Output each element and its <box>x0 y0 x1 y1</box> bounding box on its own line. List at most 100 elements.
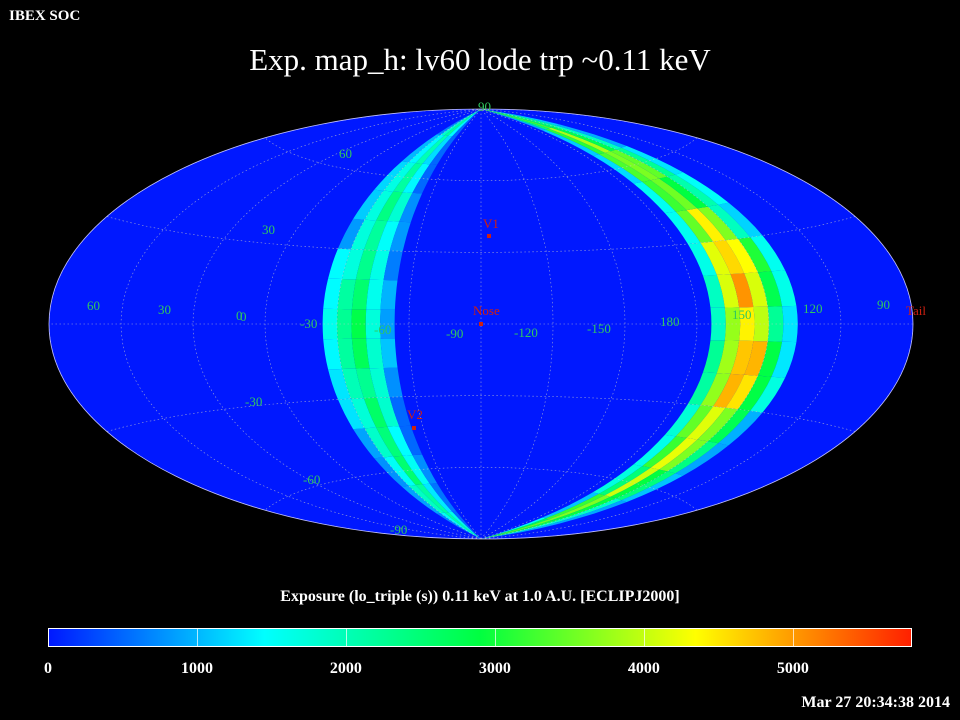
exposure-cell <box>376 426 403 457</box>
longitude-label: -120 <box>514 325 538 340</box>
exposure-cell <box>338 398 365 430</box>
exposure-cell <box>481 517 546 539</box>
longitude-label: 90 <box>877 297 890 312</box>
exposure-cell <box>328 248 351 279</box>
meridian-line <box>192 109 482 539</box>
exposure-cell <box>440 512 481 539</box>
exposure-cell <box>481 109 546 131</box>
exposure-cell <box>341 249 364 280</box>
exposure-cell <box>556 124 627 148</box>
exposure-cell <box>383 367 403 398</box>
exposure-cell <box>642 436 687 468</box>
colorbar-ticks <box>48 628 912 647</box>
exposure-cell <box>664 211 701 244</box>
exposure-cell <box>771 270 797 307</box>
meridian-line <box>480 109 626 539</box>
exposure-cell <box>753 306 769 342</box>
exposure-cell <box>659 176 708 209</box>
exposure-cell <box>355 368 377 399</box>
parallel-line <box>106 216 856 253</box>
exposure-cell <box>369 250 390 280</box>
exposure-cell <box>744 272 768 307</box>
exposure-cell <box>548 127 611 153</box>
exposure-cell <box>389 221 411 252</box>
exposure-cell <box>604 467 660 497</box>
exposure-cell <box>738 375 772 411</box>
exposure-cell <box>350 219 377 250</box>
exposure-cell <box>481 519 552 539</box>
exposure-cell <box>376 191 403 222</box>
exposure-cell <box>542 129 599 156</box>
exposure-cell <box>429 483 457 512</box>
exposure-cell <box>337 279 356 310</box>
exposure-cell <box>725 374 758 410</box>
map-outline <box>48 108 914 540</box>
longitude-label: 180 <box>660 314 680 329</box>
exposure-cell <box>337 338 356 369</box>
direction-markers: V1 Nose V2 Tail <box>407 216 926 430</box>
exposure-cell <box>545 128 605 155</box>
exposure-cell <box>452 511 481 539</box>
meridian-line <box>336 109 482 539</box>
colorbar-tick-label: 0 <box>44 660 52 677</box>
meridian-line <box>120 109 482 539</box>
exposure-cell <box>675 405 714 438</box>
exposure-cell <box>436 109 481 135</box>
exposure-cell <box>364 427 394 458</box>
exposure-cell <box>782 305 798 343</box>
exposure-cell <box>667 174 719 207</box>
exposure-cell <box>554 498 622 523</box>
exposure-cell <box>757 341 783 377</box>
exposure-cell <box>376 221 400 251</box>
exposure-cell <box>380 280 398 310</box>
exposure-cell <box>351 309 367 339</box>
exposure-cell <box>730 340 754 375</box>
exposure-cell <box>387 192 413 222</box>
exposure-cell <box>664 404 701 437</box>
organization-label: IBEX SOC <box>9 8 81 24</box>
exposure-cell <box>444 512 481 539</box>
exposure-cell <box>415 484 449 513</box>
longitude-label: 60 <box>87 298 100 313</box>
exposure-cell <box>650 437 698 470</box>
exposure-cell <box>744 341 768 376</box>
longitude-label: 0 <box>240 309 247 324</box>
exposure-cell <box>444 109 481 136</box>
exposure-cell <box>422 135 453 165</box>
exposure-cell <box>707 409 751 444</box>
exposure-cell <box>481 109 557 127</box>
exposure-cell <box>554 125 622 150</box>
latitude-label: -60 <box>303 472 320 487</box>
exposure-cell <box>700 241 731 275</box>
longitude-label: 150 <box>732 307 752 322</box>
exposure-cell <box>718 202 763 238</box>
exposure-cell <box>667 441 719 474</box>
latitude-label: -30 <box>245 394 262 409</box>
exposure-cell <box>750 376 786 413</box>
exposure-cell <box>616 147 676 177</box>
exposure-cell <box>707 204 751 239</box>
exposure-cell <box>548 495 611 521</box>
exposure-cell <box>440 109 481 136</box>
exposure-cell <box>718 410 763 446</box>
exposure-cell <box>351 338 370 369</box>
longitude-label: 30 <box>158 302 171 317</box>
marker-label: V1 <box>483 216 499 231</box>
exposure-cell <box>481 109 559 126</box>
exposure-cell <box>351 279 370 310</box>
exposure-cell <box>481 109 554 128</box>
exposure-cell <box>739 307 755 341</box>
longitude-label: -90 <box>446 326 463 341</box>
exposure-cell <box>771 341 797 378</box>
exposure-cell <box>675 210 714 243</box>
colorbar-title: Exposure (lo_triple (s)) 0.11 keV at 1.0… <box>280 588 680 605</box>
meridian-line <box>480 109 842 539</box>
exposure-cell <box>408 485 445 514</box>
exposure-cell <box>633 434 676 467</box>
exposure-cell <box>355 249 377 280</box>
exposure-cell <box>713 373 745 408</box>
exposure-cell <box>716 340 740 374</box>
colorbar-tick <box>792 628 794 647</box>
meridian-line <box>480 109 770 539</box>
exposure-cell <box>350 398 377 429</box>
